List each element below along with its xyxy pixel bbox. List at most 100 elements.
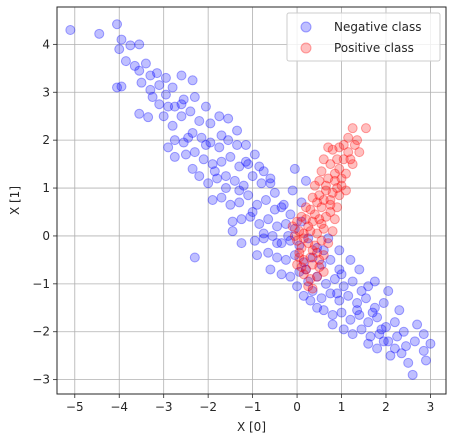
data-point-positive xyxy=(334,163,345,174)
data-point-positive xyxy=(307,192,318,203)
data-point-negative xyxy=(407,369,418,380)
data-point-negative xyxy=(269,204,280,215)
data-point-negative xyxy=(327,309,338,320)
data-point-negative xyxy=(203,178,214,189)
data-point-negative xyxy=(389,343,400,354)
data-point-negative xyxy=(325,288,336,299)
data-point-negative xyxy=(312,242,323,253)
data-point-negative xyxy=(147,92,158,103)
data-point-positive xyxy=(300,264,311,275)
data-point-negative xyxy=(134,108,145,119)
data-point-positive xyxy=(318,266,329,277)
data-point-negative xyxy=(214,111,225,122)
data-point-negative xyxy=(243,190,254,201)
data-point-negative xyxy=(363,338,374,349)
data-point-negative xyxy=(420,355,431,366)
data-point-negative xyxy=(356,324,367,335)
data-point-negative xyxy=(303,233,314,244)
data-point-negative xyxy=(378,297,389,308)
x-tick-label: −2 xyxy=(199,400,217,414)
data-point-negative xyxy=(187,163,198,174)
y-tick-label: 2 xyxy=(42,133,50,147)
data-point-positive xyxy=(323,142,334,153)
data-point-negative xyxy=(334,295,345,306)
data-point-negative xyxy=(267,230,278,241)
data-point-negative xyxy=(260,195,271,206)
data-point-negative xyxy=(225,199,236,210)
data-point-negative xyxy=(303,276,314,287)
data-point-negative xyxy=(194,171,205,182)
data-point-negative xyxy=(152,68,163,79)
data-point-negative xyxy=(238,180,249,191)
data-point-positive xyxy=(305,274,316,285)
data-point-positive xyxy=(292,235,303,246)
data-point-positive xyxy=(340,168,351,179)
data-point-negative xyxy=(225,151,236,162)
data-point-negative xyxy=(418,329,429,340)
data-point-positive xyxy=(327,187,338,198)
data-point-negative xyxy=(236,214,247,225)
data-point-negative xyxy=(243,159,254,170)
data-point-negative xyxy=(252,199,263,210)
data-point-negative xyxy=(300,264,311,275)
data-point-negative xyxy=(383,286,394,297)
data-point-negative xyxy=(305,295,316,306)
data-point-negative xyxy=(300,175,311,186)
data-point-negative xyxy=(254,218,265,229)
data-point-negative xyxy=(316,293,327,304)
data-point-negative xyxy=(169,151,180,162)
data-point-positive xyxy=(307,283,318,294)
data-point-positive xyxy=(316,218,327,229)
data-point-negative xyxy=(187,127,198,138)
data-point-negative xyxy=(176,70,187,81)
data-point-positive xyxy=(296,242,307,253)
data-point-positive xyxy=(318,154,329,165)
data-point-negative xyxy=(247,206,258,217)
legend-box xyxy=(286,12,441,62)
data-point-positive xyxy=(323,238,334,249)
data-point-negative xyxy=(347,276,358,287)
y-tick-label: −1 xyxy=(32,277,50,291)
data-point-negative xyxy=(232,125,243,136)
data-point-negative xyxy=(343,290,354,301)
data-point-positive xyxy=(340,185,351,196)
data-point-positive xyxy=(289,230,300,241)
data-point-positive xyxy=(303,221,314,232)
data-point-positive xyxy=(320,180,331,191)
data-point-negative xyxy=(207,159,218,170)
data-point-positive xyxy=(336,173,347,184)
x-axis-label: X [0] xyxy=(237,420,266,434)
data-point-negative xyxy=(365,331,376,342)
data-point-negative xyxy=(363,281,374,292)
x-tick-label: −3 xyxy=(155,400,173,414)
data-point-positive xyxy=(318,223,329,234)
x-tick-label: −4 xyxy=(110,400,128,414)
data-point-positive xyxy=(316,166,327,177)
data-point-positive xyxy=(354,147,365,158)
data-point-negative xyxy=(178,94,189,105)
data-point-positive xyxy=(300,202,311,213)
data-point-positive xyxy=(336,180,347,191)
data-point-negative xyxy=(367,307,378,318)
data-point-negative xyxy=(276,269,287,280)
data-point-negative xyxy=(236,238,247,249)
data-point-negative xyxy=(400,341,411,352)
data-point-negative xyxy=(252,250,263,261)
grid xyxy=(57,7,446,394)
data-point-positive xyxy=(316,202,327,213)
data-point-negative xyxy=(134,65,145,76)
data-point-positive xyxy=(309,180,320,191)
data-point-negative xyxy=(167,120,178,131)
data-point-negative xyxy=(285,271,296,282)
data-point-negative xyxy=(334,264,345,275)
data-point-negative xyxy=(116,81,127,92)
data-point-positive xyxy=(338,139,349,150)
data-point-negative xyxy=(394,305,405,316)
data-point-negative xyxy=(232,139,243,150)
data-point-positive xyxy=(305,252,316,263)
y-tick-label: 1 xyxy=(42,181,50,195)
data-point-negative xyxy=(169,101,180,112)
data-point-negative xyxy=(298,257,309,268)
data-point-negative xyxy=(234,161,245,172)
data-point-negative xyxy=(112,82,123,93)
